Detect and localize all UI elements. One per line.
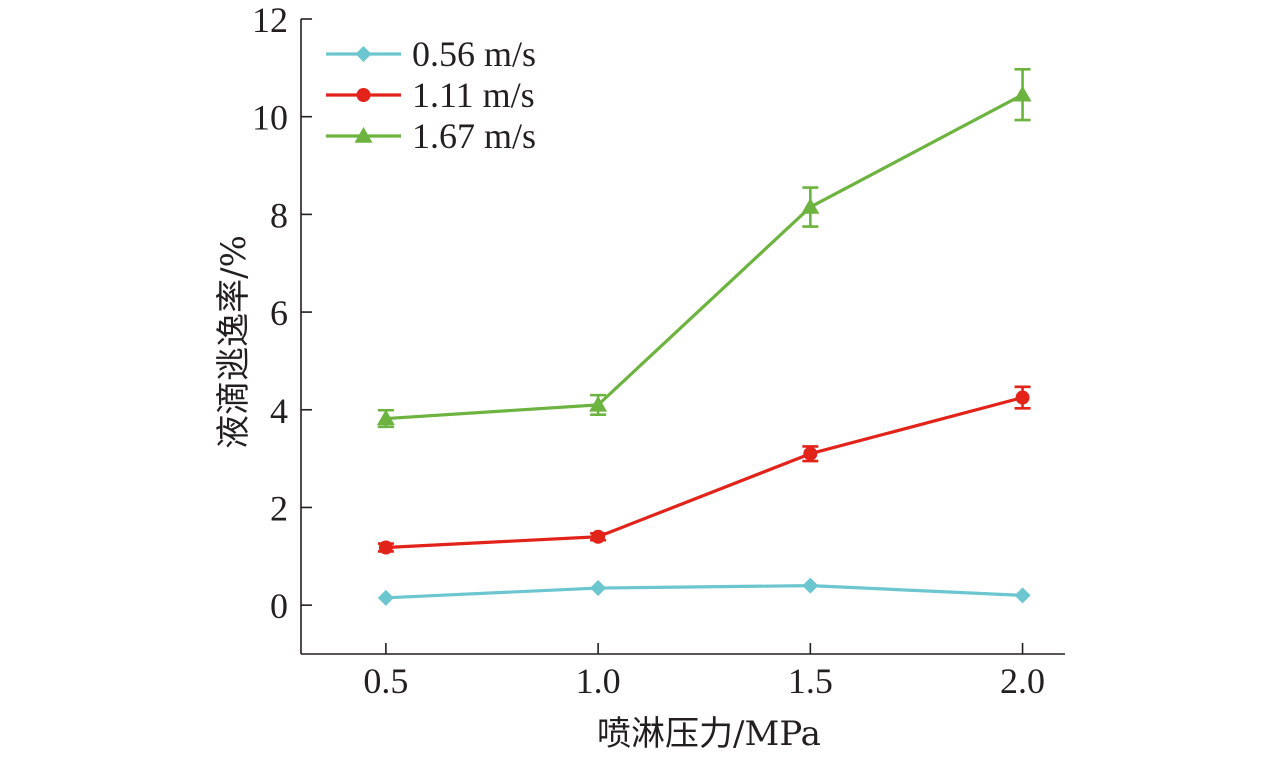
legend-marker: [356, 88, 371, 102]
data-point: [1015, 390, 1030, 405]
data-point: [590, 580, 607, 597]
y-tick-label: 2: [270, 488, 288, 528]
legend: 0.56 m/s1.11 m/s1.67 m/s: [326, 34, 536, 156]
x-tick-label: 1.5: [788, 661, 833, 701]
series-line: [385, 396, 1023, 550]
data-point: [803, 446, 818, 461]
legend-label: 1.11 m/s: [412, 75, 535, 115]
data-point: [589, 395, 608, 412]
y-axis-ticks: 0 2 4 6 8 10 12: [252, 0, 312, 626]
legend-item-2: 1.11 m/s: [326, 75, 535, 115]
legend-marker: [355, 46, 372, 62]
legend-label: 0.56 m/s: [412, 34, 536, 74]
data-point: [376, 409, 395, 426]
axes: [300, 19, 1065, 655]
y-tick-label: 8: [270, 195, 288, 235]
x-tick-label: 1.0: [576, 661, 621, 701]
x-tick-label: 2.0: [1000, 661, 1045, 701]
data-point: [378, 540, 393, 555]
legend-marker: [354, 127, 373, 143]
y-tick-label: 12: [252, 0, 288, 40]
series-2: [377, 385, 1031, 555]
series-1: [377, 577, 1031, 606]
series-line: [385, 93, 1024, 421]
legend-label: 1.67 m/s: [412, 116, 536, 156]
x-axis-title: 喷淋压力/MPa: [597, 714, 821, 754]
data-point: [1013, 85, 1032, 102]
data-point: [1014, 587, 1031, 604]
data-point: [591, 529, 606, 544]
series-3: [376, 68, 1032, 429]
legend-item-1: 0.56 m/s: [326, 34, 536, 74]
legend-item-3: 1.67 m/s: [326, 116, 536, 156]
y-tick-label: 6: [270, 293, 288, 333]
series-line: [385, 584, 1023, 600]
data-point: [377, 589, 394, 606]
data-point: [801, 198, 820, 214]
x-axis-ticks: 0.5 1.0 1.5 2.0: [363, 643, 1045, 701]
y-tick-label: 4: [270, 391, 288, 431]
x-tick-label: 0.5: [363, 661, 408, 701]
series-layer: [376, 68, 1032, 606]
y-axis-title: 液滴逃逸率/%: [214, 235, 254, 449]
y-tick-label: 0: [270, 586, 288, 626]
data-point: [802, 577, 819, 594]
y-tick-label: 10: [252, 98, 288, 138]
